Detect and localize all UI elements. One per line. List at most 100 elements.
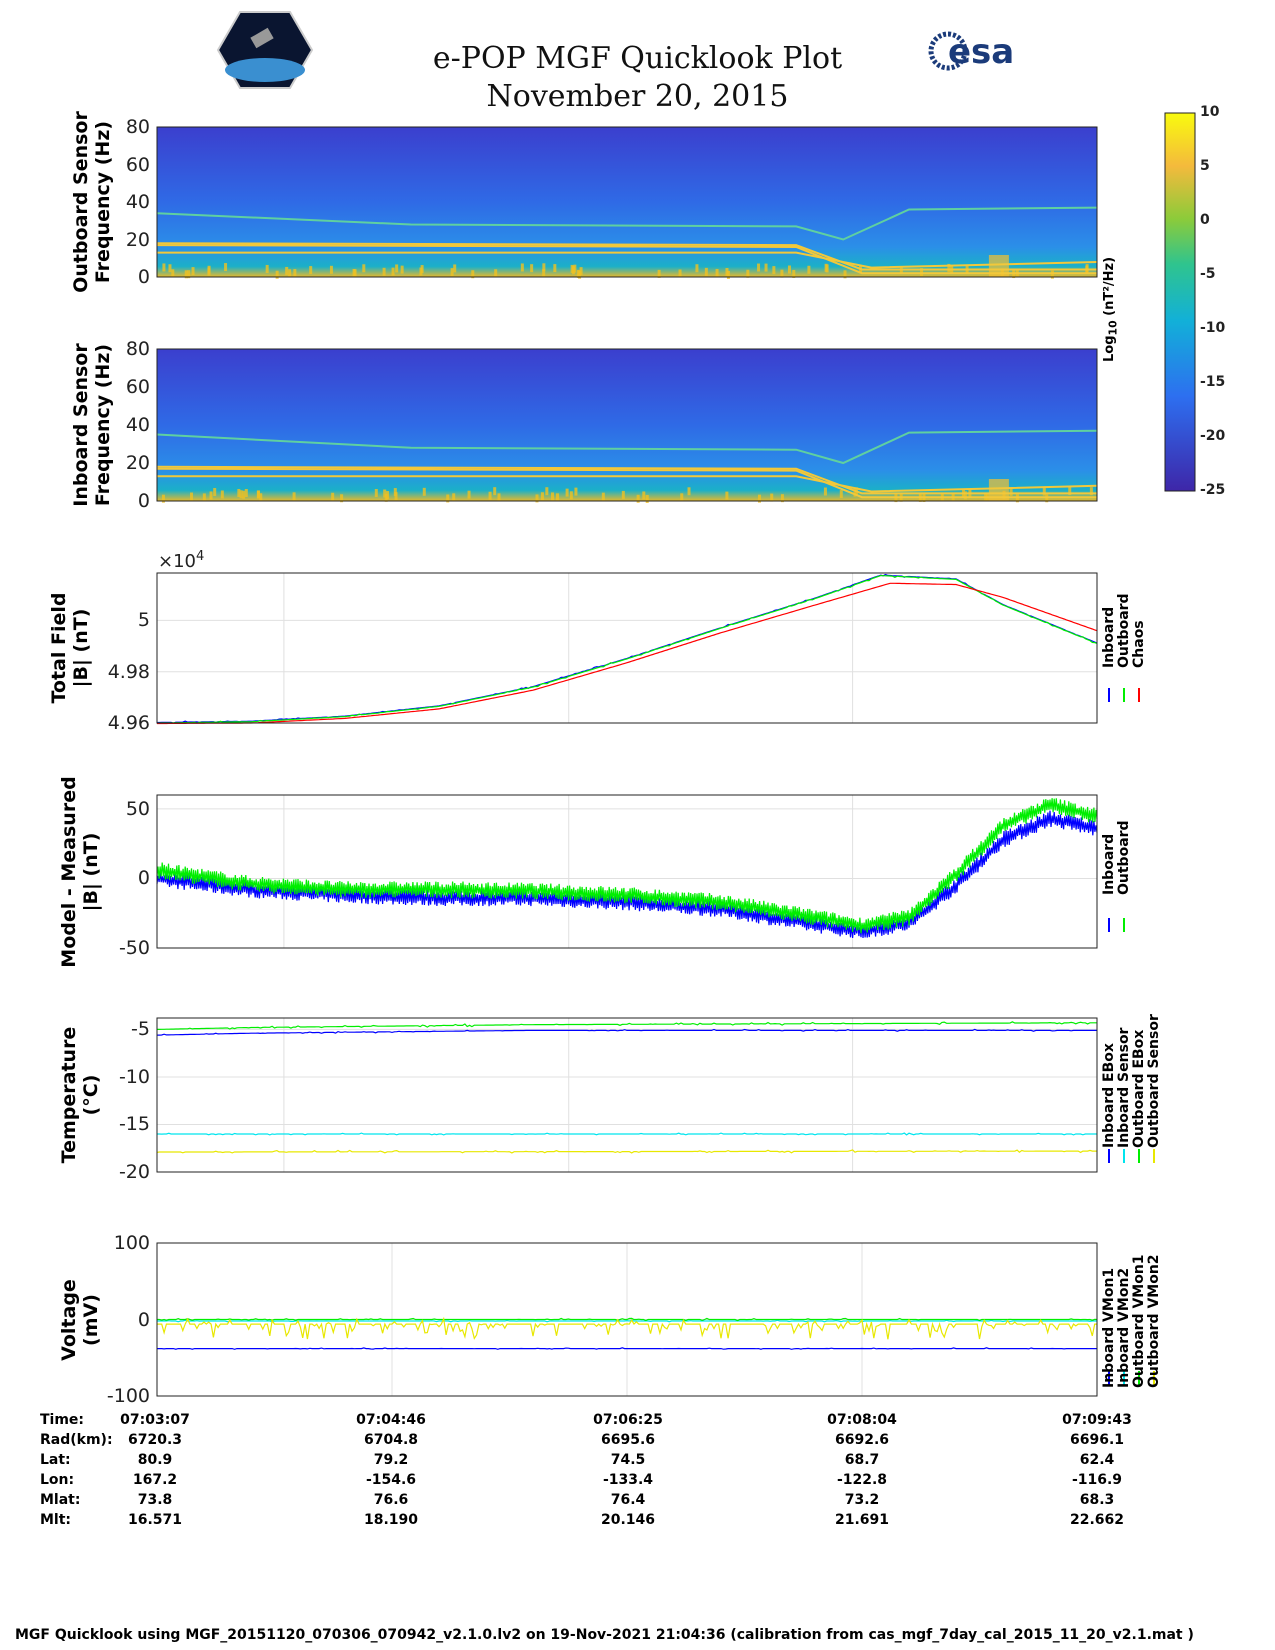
info-value: -122.8 — [837, 1472, 887, 1488]
outboard-y-tick: 0 — [138, 266, 150, 288]
colorbar-label-main: Log — [1102, 335, 1117, 362]
colorbar-tick: 10 — [1200, 104, 1219, 120]
spectral-burst — [570, 491, 573, 499]
spectral-burst — [679, 269, 682, 277]
info-value: 07:04:46 — [356, 1412, 426, 1428]
info-value: 07:06:25 — [593, 1412, 663, 1428]
spectral-burst — [824, 488, 827, 496]
colorbar-label-rest: (nT²/Hz) — [1102, 257, 1117, 320]
y-label-line2: |B| (nT) — [80, 772, 102, 972]
info-value: 68.7 — [845, 1452, 880, 1468]
temp-y-axis-label: Temperature (°C) — [58, 995, 102, 1195]
y-label-line1: Temperature — [58, 995, 80, 1195]
spectral-burst — [375, 489, 378, 497]
spectral-burst — [224, 263, 227, 271]
total-axes — [157, 573, 1097, 723]
total-series-inboard — [157, 575, 1097, 724]
outboard-y-tick: 60 — [126, 154, 150, 176]
diff-y-tick: 50 — [126, 798, 150, 820]
temp-y-tick: -15 — [119, 1113, 150, 1135]
diff-y-axis-label: Model - Measured |B| (nT) — [58, 772, 102, 972]
spectral-burst — [395, 264, 398, 272]
spectral-burst — [192, 267, 195, 275]
y-label-line2: Frequency (Hz) — [92, 102, 114, 302]
info-value: 20.146 — [601, 1512, 655, 1528]
spectral-burst — [556, 493, 559, 501]
info-value: 73.2 — [845, 1492, 880, 1508]
temp-y-tick: -5 — [131, 1018, 150, 1040]
y-label-line2: (mV) — [80, 1220, 102, 1420]
spectral-burst — [571, 265, 574, 273]
spectral-burst — [401, 266, 404, 274]
spectral-burst — [695, 264, 698, 272]
spectral-burst — [725, 492, 728, 500]
inboard-y-tick: 0 — [138, 490, 150, 512]
spectral-burst — [622, 491, 625, 499]
spectral-burst — [574, 488, 577, 496]
spectral-burst — [637, 495, 640, 503]
diff-legend-label: Inboard — [1102, 834, 1116, 895]
spectral-burst — [383, 268, 386, 276]
volt-legend-label: Outboard VMon1 — [1132, 1254, 1146, 1388]
total-series-outboard — [157, 576, 1097, 723]
outboard-y-tick: 80 — [126, 116, 150, 138]
info-row-label: Lat: — [40, 1452, 71, 1468]
spectral-burst — [221, 490, 224, 498]
spectral-burst — [210, 491, 213, 499]
multiplier-exp: 4 — [196, 549, 204, 564]
colorbar-tick: 5 — [1200, 158, 1210, 174]
colorbar-tick: -10 — [1200, 320, 1225, 336]
spectral-burst — [245, 489, 248, 497]
spectral-burst — [770, 494, 773, 502]
total-y-tick: 4.98 — [108, 661, 150, 683]
info-value: 6692.6 — [835, 1432, 889, 1448]
info-value: 16.571 — [128, 1512, 182, 1528]
spectral-burst — [171, 269, 174, 277]
spectral-burst — [530, 264, 533, 272]
y-label-line1: Total Field — [48, 548, 70, 748]
outboard-y-tick: 20 — [126, 229, 150, 251]
spectral-burst — [826, 264, 829, 272]
spectral-burst — [293, 269, 296, 277]
total-multiplier: ×104 — [158, 546, 204, 573]
colorbar-label-sub: 10 — [1107, 320, 1120, 335]
volt-legend-label: Inboard VMon2 — [1117, 1268, 1131, 1388]
info-value: 167.2 — [133, 1472, 177, 1488]
info-value: -133.4 — [603, 1472, 653, 1488]
info-value: 6696.1 — [1070, 1432, 1124, 1448]
spectral-burst — [840, 490, 843, 498]
spectral-burst — [453, 264, 456, 272]
diff-legend-label: Outboard — [1117, 820, 1131, 895]
temp-axes — [157, 1018, 1097, 1172]
spectral-burst — [288, 269, 291, 277]
spectral-burst — [727, 271, 730, 279]
y-label-line1: Inboard Sensor — [70, 325, 92, 525]
info-value: 80.9 — [138, 1452, 173, 1468]
volt-y-axis-label: Voltage (mV) — [58, 1220, 102, 1420]
temp-legend-label: Inboard EBox — [1102, 1043, 1116, 1148]
spectral-burst — [646, 495, 649, 503]
spectral-burst — [1010, 488, 1013, 496]
diff-y-tick: 0 — [138, 867, 150, 889]
spectral-burst — [203, 493, 206, 501]
total-legend-label: Outboard — [1117, 593, 1131, 668]
footer-text: MGF Quicklook using MGF_20151120_070306_… — [15, 1627, 1194, 1643]
spectral-burst — [553, 264, 556, 272]
spectral-burst — [765, 264, 768, 272]
spectral-burst — [545, 487, 548, 495]
spectral-burst — [705, 268, 708, 276]
info-row-label: Lon: — [40, 1472, 74, 1488]
inboard-y-tick: 20 — [126, 452, 150, 474]
colorbar — [1165, 113, 1195, 491]
temp-series-outboard-sensor — [157, 1150, 1097, 1153]
info-value: 62.4 — [1080, 1452, 1115, 1468]
total-legend-label: Chaos — [1132, 620, 1146, 668]
temp-series-outboard-ebox — [157, 1022, 1097, 1030]
spectral-burst — [309, 266, 312, 274]
spectral-burst — [353, 269, 356, 277]
info-row-label: Mlt: — [40, 1512, 71, 1528]
info-value: 76.6 — [374, 1492, 409, 1508]
spectral-burst — [493, 487, 496, 495]
spectral-burst — [259, 493, 262, 501]
y-label-line2: |B| (nT) — [70, 548, 92, 748]
